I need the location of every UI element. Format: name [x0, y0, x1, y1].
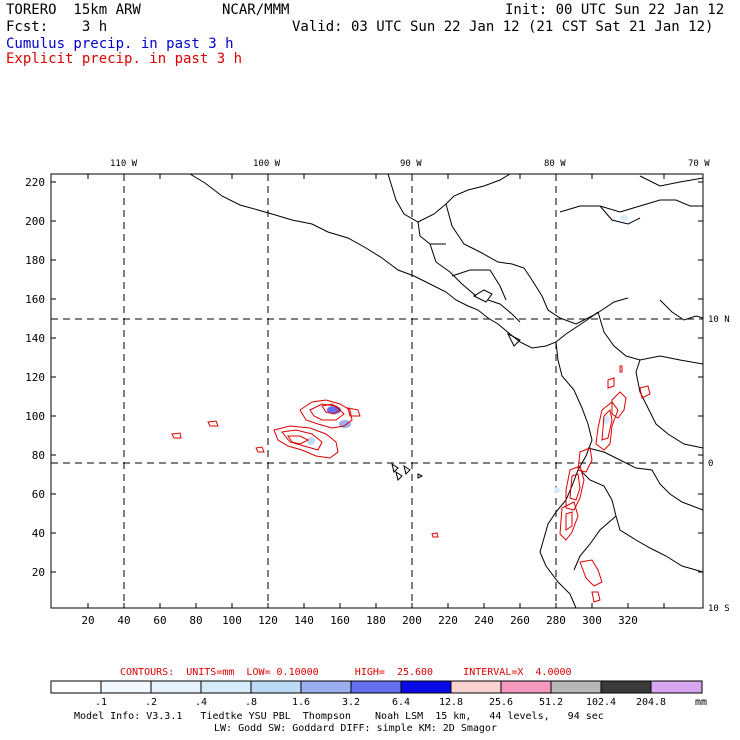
x-tick-280: 280 — [546, 614, 566, 627]
coastlines — [189, 173, 704, 609]
lat-label-0: 0 — [708, 459, 713, 469]
x-tick-320: 320 — [618, 614, 638, 627]
cb-label-4: 1.6 — [292, 697, 310, 708]
forecast-hour: Fcst: 3 h — [6, 19, 108, 35]
model-title: TORERO 15km ARW — [6, 2, 141, 18]
y-tick-100: 100 — [25, 410, 45, 423]
x-tick-80: 80 — [189, 614, 202, 627]
y-tick-120: 120 — [25, 371, 45, 384]
cb-label-3: .8 — [245, 697, 257, 708]
y-tick-200: 200 — [25, 215, 45, 228]
x-tick-160: 160 — [330, 614, 350, 627]
y-tick-220: 220 — [25, 176, 45, 189]
physics-info: LW: Godd SW: Goddard DIFF: simple KM: 2D… — [214, 723, 497, 734]
x-tick-120: 120 — [258, 614, 278, 627]
cb-label-10: 102.4 — [586, 697, 616, 708]
cb-label-1: .2 — [145, 697, 157, 708]
explicit-label: Explicit precip. in past 3 h — [6, 51, 243, 67]
init-time: Init: 00 UTC Sun 22 Jan 12 — [505, 2, 725, 18]
x-tick-300: 300 — [582, 614, 602, 627]
cb-label-7: 12.8 — [439, 697, 463, 708]
x-tick-20: 20 — [81, 614, 94, 627]
y-tick-180: 180 — [25, 254, 45, 267]
graticule — [51, 174, 703, 608]
cb-label-8: 25.6 — [489, 697, 513, 708]
lon-label-100w: 100 W — [253, 159, 281, 169]
lat-label-10n: 10 N — [708, 315, 730, 325]
y-tick-40: 40 — [32, 527, 45, 540]
y-tick-140: 140 — [25, 332, 45, 345]
x-tick-40: 40 — [117, 614, 130, 627]
x-tick-200: 200 — [402, 614, 422, 627]
cb-label-11: 204.8 — [636, 697, 666, 708]
x-tick-140: 140 — [294, 614, 314, 627]
y-tick-80: 80 — [32, 449, 45, 462]
x-tick-60: 60 — [153, 614, 166, 627]
x-tick-180: 180 — [366, 614, 386, 627]
contour-info: CONTOURS: UNITS=mm LOW= 0.10000 HIGH= 25… — [120, 667, 572, 678]
x-tick-220: 220 — [438, 614, 458, 627]
x-tick-100: 100 — [222, 614, 242, 627]
model-info: Model Info: V3.3.1 Tiedtke YSU PBL Thomp… — [74, 711, 604, 722]
cb-label-5: 3.2 — [342, 697, 360, 708]
lat-label-10s: 10 S — [708, 604, 730, 614]
cb-label-6: 6.4 — [392, 697, 410, 708]
lon-label-70w: 70 W — [688, 159, 710, 169]
x-tick-260: 260 — [510, 614, 530, 627]
cb-unit: mm — [695, 697, 707, 708]
y-tick-160: 160 — [25, 293, 45, 306]
cb-label-2: .4 — [195, 697, 207, 708]
cumulus-precip-shading — [307, 215, 628, 493]
lon-label-110w: 110 W — [110, 159, 138, 169]
cb-label-9: 51.2 — [539, 697, 563, 708]
cumulus-label: Cumulus precip. in past 3 h — [6, 36, 234, 52]
lon-label-80w: 80 W — [544, 159, 566, 169]
center-name: NCAR/MMM — [222, 2, 290, 18]
valid-time: Valid: 03 UTC Sun 22 Jan 12 (21 CST Sat … — [292, 19, 714, 35]
lon-label-90w: 90 W — [400, 159, 422, 169]
y-tick-60: 60 — [32, 488, 45, 501]
y-tick-20: 20 — [32, 566, 45, 579]
cb-label-0: .1 — [95, 697, 107, 708]
map-frame — [50, 173, 704, 609]
explicit-precip-contours — [171, 365, 651, 603]
x-tick-240: 240 — [474, 614, 494, 627]
